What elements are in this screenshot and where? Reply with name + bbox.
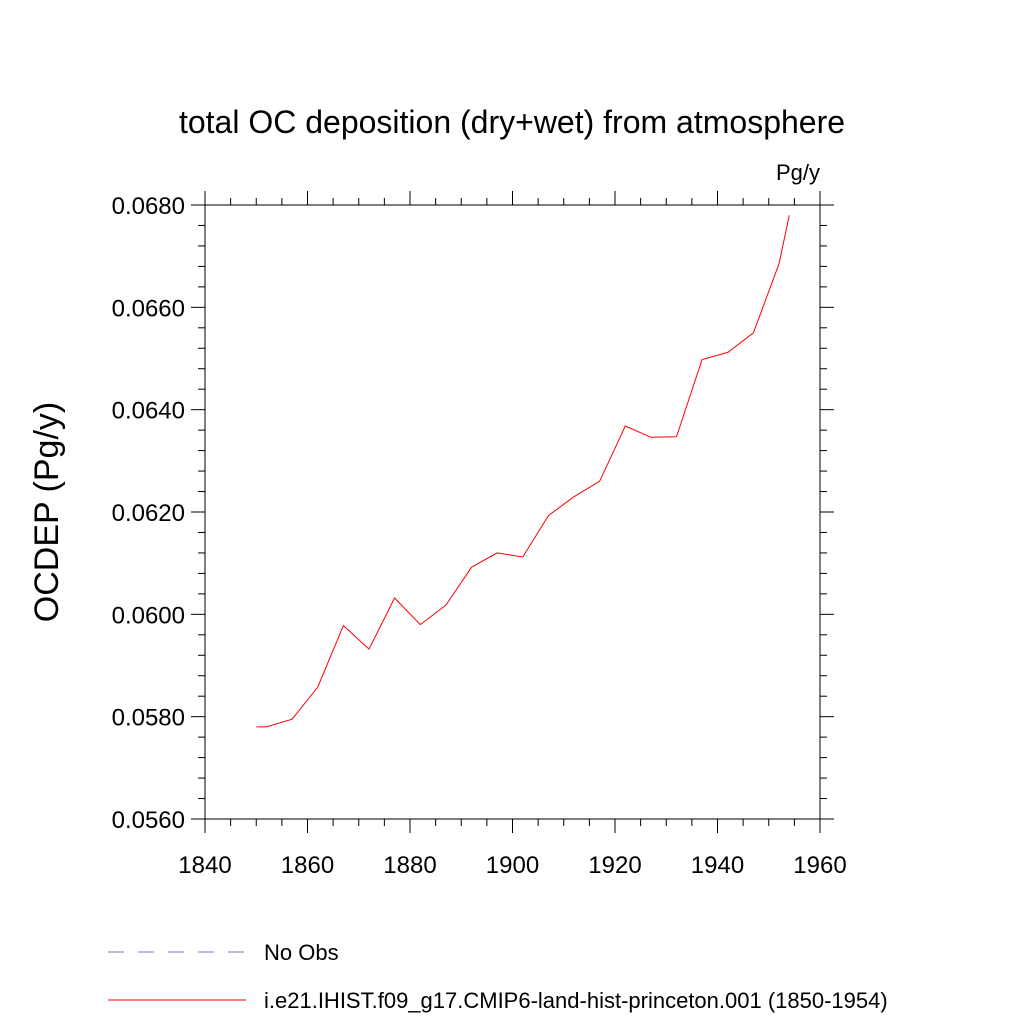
legend-label: i.e21.IHIST.f09_g17.CMIP6-land-hist-prin… [264,988,888,1013]
units-label: Pg/y [776,160,820,185]
x-tick-label: 1960 [793,852,846,879]
axes: 1840 1860 1880 1900 1920 1940 1960 0.0560 0.0580… [112,191,847,879]
plot-frame [205,205,820,819]
y-tick-label: 0.0680 [112,193,185,220]
x-tick-label: 1920 [588,852,641,879]
legend-label: No Obs [264,940,339,965]
y-axis-title: OCDEP (Pg/y) [28,402,66,622]
x-tick-label: 1860 [281,852,334,879]
y-tick-label: 0.0600 [112,602,185,629]
legend: No Obs i.e21.IHIST.f09_g17.CMIP6-land-his… [108,940,888,1013]
x-tick-label: 1840 [178,852,231,879]
x-tick-label: 1880 [383,852,436,879]
y-tick-label: 0.0620 [112,500,185,527]
y-tick-label: 0.0580 [112,705,185,732]
series-group [256,215,789,727]
x-tick-label: 1940 [691,852,744,879]
y-tick-label: 0.0560 [112,807,185,834]
chart-title: total OC deposition (dry+wet) from atmos… [179,104,845,140]
series-line [256,215,789,727]
y-tick-label: 0.0660 [112,295,185,322]
y-tick-label: 0.0640 [112,398,185,425]
x-tick-label: 1900 [486,852,539,879]
